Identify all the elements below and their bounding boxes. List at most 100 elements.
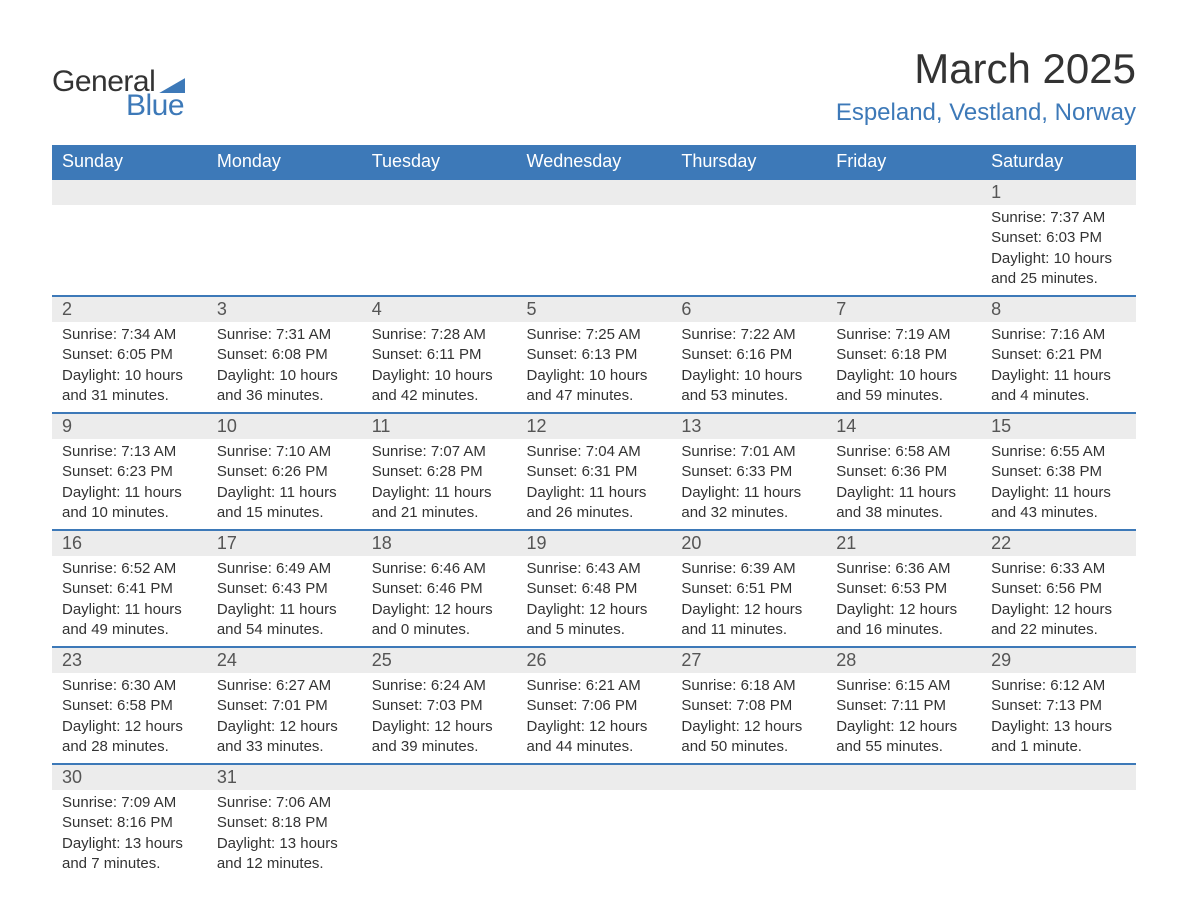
sunset-line: Sunset: 6:03 PM [991,228,1126,248]
details-cell [671,790,826,880]
details-cell [826,790,981,880]
daylight-line: Daylight: 11 hours and 43 minutes. [991,483,1126,524]
daylight-line: Daylight: 13 hours and 7 minutes. [62,834,197,875]
day-number: 4 [362,297,517,322]
daynum-cell: 9 [52,413,207,439]
calendar-body: 1Sunrise: 7:37 AMSunset: 6:03 PMDaylight… [52,179,1136,880]
sunrise-line: Sunrise: 6:49 AM [217,559,352,579]
daylight-line: Daylight: 10 hours and 36 minutes. [217,366,352,407]
day-number: 30 [52,765,207,790]
daynum-cell [826,764,981,790]
sunset-line: Sunset: 6:46 PM [372,579,507,599]
sunset-line: Sunset: 7:13 PM [991,696,1126,716]
details-cell: Sunrise: 6:24 AMSunset: 7:03 PMDaylight:… [362,673,517,764]
sunrise-line: Sunrise: 7:22 AM [681,325,816,345]
details-row: Sunrise: 7:13 AMSunset: 6:23 PMDaylight:… [52,439,1136,530]
daynum-cell: 29 [981,647,1136,673]
day-number: 26 [517,648,672,673]
sunrise-line: Sunrise: 6:30 AM [62,676,197,696]
daylight-line: Daylight: 12 hours and 16 minutes. [836,600,971,641]
day-number: 28 [826,648,981,673]
weekday-header: Thursday [671,145,826,179]
sunrise-line: Sunrise: 6:33 AM [991,559,1126,579]
daynum-cell [362,764,517,790]
sunset-line: Sunset: 6:51 PM [681,579,816,599]
details-cell: Sunrise: 7:01 AMSunset: 6:33 PMDaylight:… [671,439,826,530]
day-number: 15 [981,414,1136,439]
daylight-line: Daylight: 12 hours and 50 minutes. [681,717,816,758]
weekday-row: SundayMondayTuesdayWednesdayThursdayFrid… [52,145,1136,179]
sunset-line: Sunset: 6:56 PM [991,579,1126,599]
sunrise-line: Sunrise: 6:52 AM [62,559,197,579]
daynum-cell: 26 [517,647,672,673]
details-cell: Sunrise: 6:33 AMSunset: 6:56 PMDaylight:… [981,556,1136,647]
daylight-line: Daylight: 11 hours and 26 minutes. [527,483,662,524]
daynum-row: 23242526272829 [52,647,1136,673]
daynum-row: 1 [52,179,1136,205]
day-number: 18 [362,531,517,556]
sunset-line: Sunset: 6:36 PM [836,462,971,482]
daylight-line: Daylight: 11 hours and 49 minutes. [62,600,197,641]
daylight-line: Daylight: 11 hours and 4 minutes. [991,366,1126,407]
sunset-line: Sunset: 6:31 PM [527,462,662,482]
daylight-line: Daylight: 11 hours and 32 minutes. [681,483,816,524]
details-cell: Sunrise: 6:55 AMSunset: 6:38 PMDaylight:… [981,439,1136,530]
details-cell: Sunrise: 6:30 AMSunset: 6:58 PMDaylight:… [52,673,207,764]
daynum-cell: 3 [207,296,362,322]
sunset-line: Sunset: 7:08 PM [681,696,816,716]
daynum-cell [207,179,362,205]
daylight-line: Daylight: 12 hours and 11 minutes. [681,600,816,641]
details-cell: Sunrise: 7:13 AMSunset: 6:23 PMDaylight:… [52,439,207,530]
sunset-line: Sunset: 7:06 PM [527,696,662,716]
sunrise-line: Sunrise: 7:16 AM [991,325,1126,345]
details-cell: Sunrise: 6:18 AMSunset: 7:08 PMDaylight:… [671,673,826,764]
sunset-line: Sunset: 6:21 PM [991,345,1126,365]
details-cell: Sunrise: 6:36 AMSunset: 6:53 PMDaylight:… [826,556,981,647]
daylight-line: Daylight: 10 hours and 31 minutes. [62,366,197,407]
daylight-line: Daylight: 10 hours and 25 minutes. [991,249,1126,290]
daynum-row: 9101112131415 [52,413,1136,439]
daylight-line: Daylight: 13 hours and 1 minute. [991,717,1126,758]
day-number: 14 [826,414,981,439]
sunrise-line: Sunrise: 6:43 AM [527,559,662,579]
daynum-cell: 6 [671,296,826,322]
daynum-cell: 5 [517,296,672,322]
daynum-cell [517,764,672,790]
day-number: 2 [52,297,207,322]
details-cell [362,205,517,296]
details-cell [52,205,207,296]
sunset-line: Sunset: 7:03 PM [372,696,507,716]
sunset-line: Sunset: 6:26 PM [217,462,352,482]
daynum-cell: 23 [52,647,207,673]
daylight-line: Daylight: 11 hours and 38 minutes. [836,483,971,524]
daylight-line: Daylight: 12 hours and 55 minutes. [836,717,971,758]
daylight-line: Daylight: 10 hours and 42 minutes. [372,366,507,407]
daynum-cell: 27 [671,647,826,673]
details-cell: Sunrise: 7:34 AMSunset: 6:05 PMDaylight:… [52,322,207,413]
day-number: 20 [671,531,826,556]
brand-text-blue: Blue [126,89,185,123]
details-cell: Sunrise: 7:07 AMSunset: 6:28 PMDaylight:… [362,439,517,530]
sunset-line: Sunset: 6:48 PM [527,579,662,599]
daylight-line: Daylight: 10 hours and 47 minutes. [527,366,662,407]
daynum-row: 2345678 [52,296,1136,322]
location-text: Espeland, Vestland, Norway [836,99,1136,127]
daynum-cell: 31 [207,764,362,790]
daylight-line: Daylight: 12 hours and 5 minutes. [527,600,662,641]
details-cell: Sunrise: 6:27 AMSunset: 7:01 PMDaylight:… [207,673,362,764]
sunset-line: Sunset: 8:18 PM [217,813,352,833]
details-cell: Sunrise: 7:25 AMSunset: 6:13 PMDaylight:… [517,322,672,413]
details-cell: Sunrise: 6:49 AMSunset: 6:43 PMDaylight:… [207,556,362,647]
weekday-header: Tuesday [362,145,517,179]
day-number: 19 [517,531,672,556]
day-number: 31 [207,765,362,790]
details-cell: Sunrise: 6:52 AMSunset: 6:41 PMDaylight:… [52,556,207,647]
details-cell: Sunrise: 7:19 AMSunset: 6:18 PMDaylight:… [826,322,981,413]
calendar-head: SundayMondayTuesdayWednesdayThursdayFrid… [52,145,1136,179]
sunset-line: Sunset: 6:11 PM [372,345,507,365]
details-cell: Sunrise: 7:31 AMSunset: 6:08 PMDaylight:… [207,322,362,413]
daynum-cell [826,179,981,205]
daylight-line: Daylight: 12 hours and 0 minutes. [372,600,507,641]
details-cell [671,205,826,296]
daynum-cell: 14 [826,413,981,439]
